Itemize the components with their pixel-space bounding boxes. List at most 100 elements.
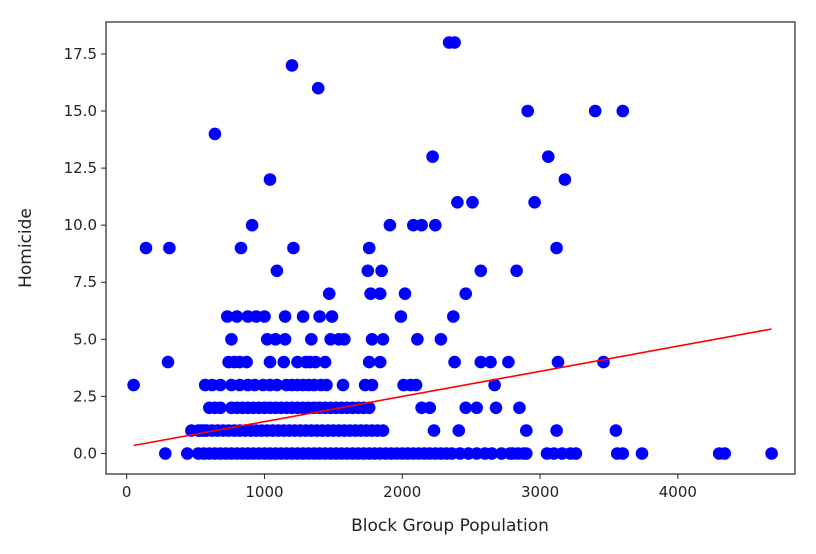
data-point	[214, 378, 227, 392]
y-tick-label: 15.0	[64, 102, 97, 120]
data-point	[278, 310, 292, 323]
data-point	[325, 310, 339, 323]
x-tick-label: 0	[122, 483, 132, 501]
data-point	[234, 241, 248, 255]
data-point	[161, 355, 175, 369]
data-point	[373, 287, 387, 301]
data-point	[415, 218, 428, 232]
data-point	[451, 196, 464, 209]
data-point	[558, 173, 572, 186]
data-point	[311, 81, 325, 95]
data-point	[240, 355, 253, 369]
data-point	[550, 241, 563, 255]
data-point	[318, 355, 332, 369]
data-point	[309, 355, 322, 369]
data-point	[597, 355, 610, 369]
fit-line	[133, 328, 772, 447]
data-point	[362, 401, 376, 415]
data-point	[373, 355, 387, 369]
data-point	[285, 59, 299, 72]
data-point	[423, 401, 437, 415]
data-point	[474, 355, 488, 369]
data-point	[489, 401, 503, 415]
data-point	[364, 287, 377, 301]
data-point	[550, 424, 563, 437]
data-point	[127, 378, 140, 392]
data-point	[521, 104, 534, 118]
data-point	[305, 333, 318, 346]
x-axis-ticks: 0 1000 2000 3000 4000	[122, 474, 697, 501]
data-point	[269, 333, 282, 346]
data-point	[616, 104, 630, 118]
data-point	[362, 355, 376, 369]
data-point	[485, 447, 499, 460]
data-point	[163, 241, 176, 255]
data-point	[411, 333, 424, 346]
data-point	[635, 447, 649, 460]
data-point	[484, 355, 497, 369]
data-point	[225, 333, 238, 346]
data-point	[208, 127, 222, 141]
y-axis-label: Homicide	[16, 208, 36, 288]
data-point	[375, 264, 388, 278]
data-point	[448, 36, 461, 49]
data-point	[466, 196, 479, 209]
data-point	[569, 447, 583, 460]
plot-background	[106, 22, 795, 474]
data-point	[542, 150, 555, 163]
y-tick-label: 7.5	[73, 273, 97, 291]
plot-frame	[105, 21, 796, 475]
x-tick-label: 2000	[383, 483, 421, 501]
data-point	[159, 447, 172, 460]
data-point	[277, 355, 291, 369]
data-point	[365, 333, 379, 346]
fit-line-layer	[133, 328, 772, 447]
y-tick-label: 10.0	[64, 216, 97, 234]
data-point	[426, 150, 439, 163]
y-tick-label: 12.5	[64, 159, 97, 177]
data-point	[459, 287, 473, 301]
data-point	[320, 378, 333, 392]
data-point	[429, 218, 442, 232]
y-tick-label: 2.5	[73, 387, 97, 405]
data-point	[510, 264, 523, 278]
data-point	[263, 173, 277, 186]
data-points	[127, 36, 778, 460]
data-point	[270, 264, 284, 278]
data-point	[376, 333, 390, 346]
data-point	[616, 447, 630, 460]
data-point	[394, 310, 408, 323]
data-point	[278, 333, 292, 346]
x-axis-label: Block Group Population	[351, 516, 549, 536]
data-point	[718, 447, 731, 460]
x-tick-label: 4000	[659, 483, 697, 501]
data-point	[520, 447, 533, 460]
x-tick-label: 3000	[521, 483, 559, 501]
data-point	[362, 241, 376, 255]
y-axis-ticks: 0.0 2.5 5.0 7.5 10.0 12.5 15.0 17.5	[64, 45, 106, 462]
y-tick-label: 5.0	[73, 330, 97, 348]
data-point	[513, 401, 526, 415]
data-point	[336, 378, 350, 392]
data-point	[361, 264, 375, 278]
data-point	[448, 355, 461, 369]
data-point	[588, 104, 602, 118]
data-point	[520, 424, 533, 437]
data-point	[528, 196, 541, 209]
data-point	[427, 424, 441, 437]
data-point	[338, 333, 351, 346]
y-tick-label: 0.0	[73, 444, 97, 462]
data-point	[221, 310, 234, 323]
data-point	[502, 355, 515, 369]
data-point	[270, 378, 284, 392]
data-point	[258, 310, 271, 323]
y-tick-label: 17.5	[64, 45, 97, 63]
data-point	[214, 401, 227, 415]
data-point	[409, 378, 423, 392]
data-point	[488, 378, 501, 392]
data-point	[383, 218, 397, 232]
data-point	[609, 424, 623, 437]
data-point	[245, 218, 259, 232]
data-point	[398, 287, 412, 301]
